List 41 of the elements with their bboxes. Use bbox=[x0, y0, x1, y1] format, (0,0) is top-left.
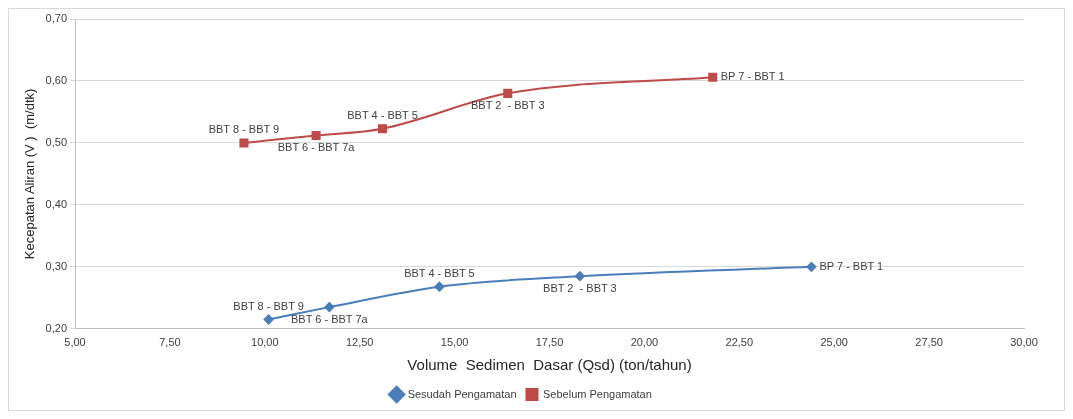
data-label: BBT 8 - BBT 9 bbox=[233, 300, 304, 313]
data-label: BP 7 - BBT 1 bbox=[819, 259, 884, 272]
data-label: BBT 8 - BBT 9 bbox=[208, 123, 280, 136]
x-tick-label: 25,00 bbox=[820, 336, 848, 349]
x-tick-label: 22,50 bbox=[725, 336, 754, 349]
point bbox=[377, 124, 388, 134]
x-tick-label: 27,50 bbox=[915, 336, 943, 349]
y-tick-label: 0,50 bbox=[45, 135, 68, 148]
x-tick-label: 5,00 bbox=[64, 336, 86, 349]
x-tick-label: 17,50 bbox=[535, 336, 564, 349]
legend-label: Sebelum Pengamatan bbox=[543, 387, 652, 400]
point bbox=[239, 138, 249, 148]
x-tick-label: 12,50 bbox=[345, 336, 374, 349]
point bbox=[263, 314, 274, 325]
x-tick-label: 10,00 bbox=[251, 336, 279, 349]
point bbox=[311, 130, 321, 141]
data-label: BBT 6 - BBT 7a bbox=[277, 141, 356, 154]
point bbox=[806, 261, 817, 272]
x-tick-label: 7,50 bbox=[159, 336, 181, 349]
legend-label: Sesudah Pengamatan bbox=[407, 387, 517, 400]
x-tick-label: 30,00 bbox=[1010, 336, 1038, 349]
data-label: BBT 2 - BBT 3 bbox=[543, 281, 617, 294]
y-tick-label: 0,60 bbox=[45, 73, 68, 86]
data-label: BBT 4 - BBT 5 bbox=[404, 267, 475, 280]
y-tick-label: 0,30 bbox=[45, 259, 68, 272]
y-tick-label: 0,20 bbox=[45, 321, 68, 334]
x-tick-label: 15,00 bbox=[440, 336, 469, 349]
x-axis-title: Volume Sedimen Dasar (Qsd) (ton/tahun) bbox=[407, 356, 692, 374]
point bbox=[708, 72, 718, 82]
data-label: BBT 2 - BBT 3 bbox=[470, 98, 545, 111]
y-axis-title: Kecepatan Aliran (V ) (m/dtk) bbox=[22, 88, 38, 260]
point bbox=[324, 302, 335, 313]
data-label: BBT 4 - BBT 5 bbox=[347, 109, 418, 122]
y-tick-label: 0,70 bbox=[45, 12, 68, 25]
data-label: BBT 6 - BBT 7a bbox=[291, 312, 369, 325]
data-label: BP 7 - BBT 1 bbox=[720, 70, 785, 83]
point bbox=[503, 88, 513, 98]
point bbox=[434, 281, 445, 292]
y-tick-label: 0,40 bbox=[45, 197, 68, 210]
x-tick-label: 20,00 bbox=[630, 336, 659, 349]
point bbox=[574, 271, 585, 282]
